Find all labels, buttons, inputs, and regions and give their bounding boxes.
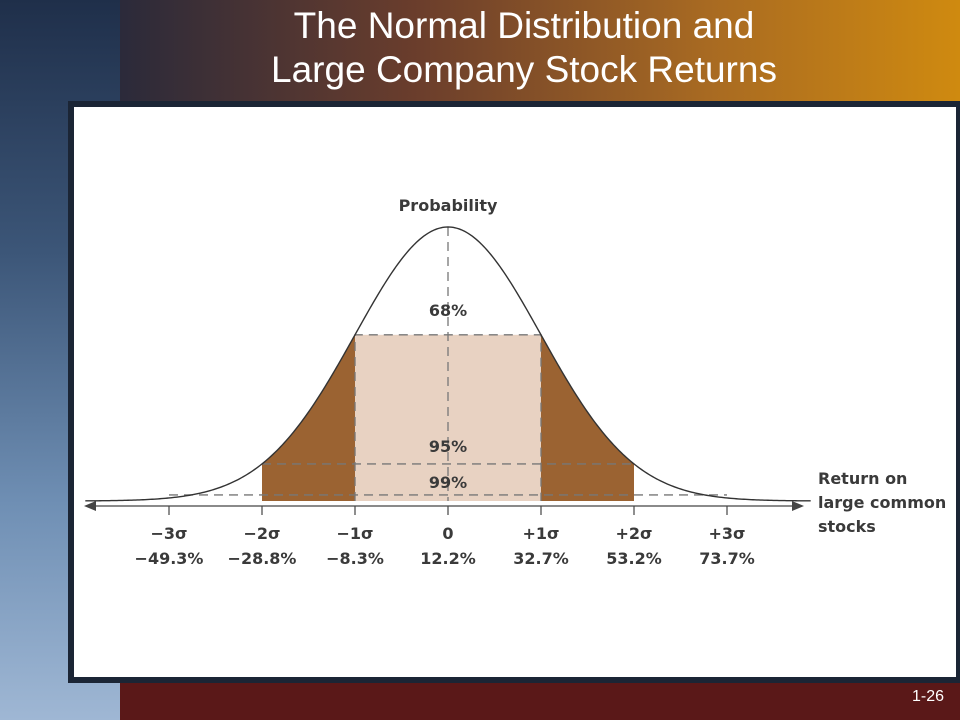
one-sigma-box [354, 334, 542, 501]
x-axis-label-line-3: stocks [818, 517, 876, 536]
figure-canvas: −3σ −49.3% −2σ −28.8% −1σ −8.3% 0 12.2% +1σ 32.7%… [74, 107, 956, 677]
bell-curve [85, 226, 811, 502]
slide-number: 1-26 [911, 688, 944, 705]
x-axis-label-line-1: Return on [818, 469, 907, 488]
return-value-label: 53.2% [606, 549, 662, 568]
sigma-label: +2σ [616, 524, 653, 543]
slide-title-line-1: The Normal Distribution and [293, 5, 755, 46]
x-axis-arrow-left [84, 501, 96, 511]
x-axis-arrow-right [792, 501, 804, 511]
sigma-label: −2σ [244, 524, 281, 543]
normal-distribution-diagram: −3σ −49.3% −2σ −28.8% −1σ −8.3% 0 12.2% +1σ 32.7%… [84, 196, 946, 568]
band-label-95: 95% [429, 437, 467, 456]
sigma-label: +1σ [523, 524, 560, 543]
sigma-label: 0 [442, 524, 453, 543]
sigma-label: −1σ [337, 524, 374, 543]
return-value-label: −28.8% [228, 549, 297, 568]
slide-title-band [120, 0, 960, 105]
sigma-label: −3σ [151, 524, 188, 543]
x-axis-label-line-2: large common [818, 493, 946, 512]
sigma-label: +3σ [709, 524, 746, 543]
return-value-label: 12.2% [420, 549, 476, 568]
return-value-label: −49.3% [135, 549, 204, 568]
figure-panel: −3σ −49.3% −2σ −28.8% −1σ −8.3% 0 12.2% +1σ 32.7%… [68, 101, 960, 683]
band-label-68: 68% [429, 301, 467, 320]
y-axis-label: Probability [399, 196, 498, 215]
return-value-label: 73.7% [699, 549, 755, 568]
return-value-label: −8.3% [326, 549, 384, 568]
band-label-99: 99% [429, 473, 467, 492]
slide-footer-band [120, 682, 960, 720]
slide-title: The Normal Distribution and Large Compan… [120, 4, 928, 92]
return-value-label: 32.7% [513, 549, 569, 568]
slide-title-line-2: Large Company Stock Returns [271, 49, 777, 90]
